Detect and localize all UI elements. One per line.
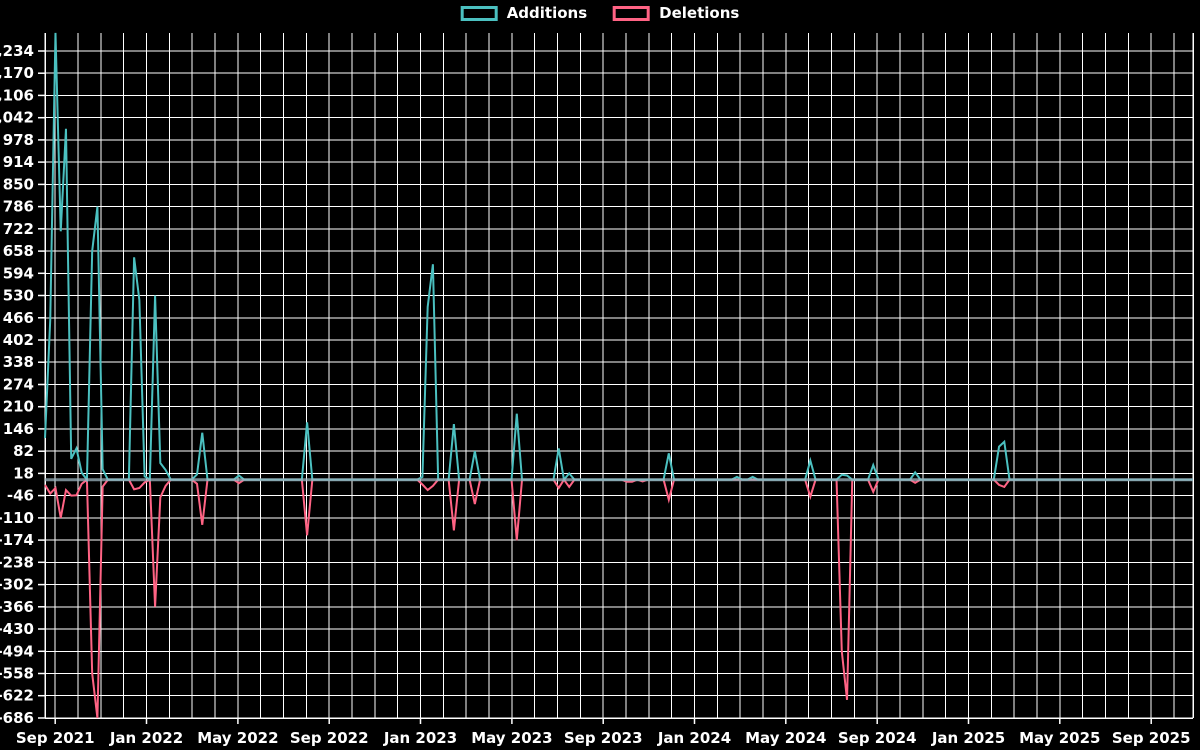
svg-text:146: 146 bbox=[3, 420, 34, 438]
additions-legend-label: Additions bbox=[506, 4, 588, 22]
additions-legend-swatch-icon bbox=[460, 6, 498, 21]
grid-lines bbox=[45, 33, 1193, 719]
svg-text:530: 530 bbox=[3, 287, 34, 305]
deletions-line bbox=[44, 477, 1193, 719]
svg-text:Sep 2025: Sep 2025 bbox=[1112, 729, 1191, 747]
svg-text:1,234: 1,234 bbox=[0, 42, 34, 60]
svg-text:-238: -238 bbox=[0, 553, 34, 571]
x-axis-tick-labels: Sep 2021 Jan 2022 May 2022 Sep 2022 Jan 2023… bbox=[16, 718, 1191, 747]
svg-text:658: 658 bbox=[3, 242, 34, 260]
svg-text:Sep 2024: Sep 2024 bbox=[838, 729, 917, 747]
svg-text:-494: -494 bbox=[0, 642, 34, 660]
svg-text:Jan 2022: Jan 2022 bbox=[109, 729, 183, 747]
svg-text:Jan 2025: Jan 2025 bbox=[931, 729, 1005, 747]
svg-text:May 2022: May 2022 bbox=[197, 729, 278, 747]
svg-text:-622: -622 bbox=[0, 687, 34, 705]
axis-lines bbox=[44, 33, 1194, 719]
svg-text:466: 466 bbox=[3, 309, 34, 327]
additions-line bbox=[44, 32, 1193, 483]
svg-text:402: 402 bbox=[3, 331, 34, 349]
svg-text:914: 914 bbox=[3, 153, 34, 171]
svg-text:1,170: 1,170 bbox=[0, 64, 34, 82]
svg-text:-558: -558 bbox=[0, 665, 34, 683]
svg-text:18: 18 bbox=[13, 464, 34, 482]
y-axis-tick-labels: 1,234 1,170 1,106 1,042 978 914 850 786 722 658 59… bbox=[0, 42, 45, 727]
svg-text:1,106: 1,106 bbox=[0, 86, 34, 104]
svg-text:850: 850 bbox=[3, 175, 34, 193]
svg-text:Sep 2022: Sep 2022 bbox=[290, 729, 369, 747]
svg-text:-366: -366 bbox=[0, 598, 34, 616]
svg-text:82: 82 bbox=[13, 442, 34, 460]
svg-text:May 2024: May 2024 bbox=[745, 729, 826, 747]
svg-text:-174: -174 bbox=[0, 531, 34, 549]
svg-text:1,042: 1,042 bbox=[0, 109, 34, 127]
svg-text:-686: -686 bbox=[0, 709, 34, 727]
svg-text:338: 338 bbox=[3, 353, 34, 371]
svg-text:-46: -46 bbox=[7, 487, 34, 505]
svg-text:-430: -430 bbox=[0, 620, 34, 638]
svg-text:Jan 2024: Jan 2024 bbox=[657, 729, 731, 747]
svg-text:Jan 2023: Jan 2023 bbox=[383, 729, 457, 747]
svg-text:Sep 2021: Sep 2021 bbox=[16, 729, 95, 747]
chart-legend: Additions Deletions bbox=[460, 4, 739, 22]
svg-text:274: 274 bbox=[3, 376, 34, 394]
svg-text:Sep 2023: Sep 2023 bbox=[564, 729, 643, 747]
svg-text:722: 722 bbox=[3, 220, 34, 238]
svg-text:978: 978 bbox=[3, 131, 34, 149]
deletions-legend-swatch-icon bbox=[613, 6, 651, 21]
svg-text:-302: -302 bbox=[0, 576, 34, 594]
deletions-legend-label: Deletions bbox=[659, 4, 740, 22]
svg-text:May 2023: May 2023 bbox=[471, 729, 552, 747]
legend-item-deletions[interactable]: Deletions bbox=[613, 6, 739, 21]
svg-text:210: 210 bbox=[3, 398, 34, 416]
svg-text:-110: -110 bbox=[0, 509, 34, 527]
svg-text:786: 786 bbox=[3, 198, 34, 216]
legend-item-additions[interactable]: Additions bbox=[460, 4, 588, 22]
svg-text:May 2025: May 2025 bbox=[1019, 729, 1100, 747]
svg-text:594: 594 bbox=[3, 264, 34, 282]
